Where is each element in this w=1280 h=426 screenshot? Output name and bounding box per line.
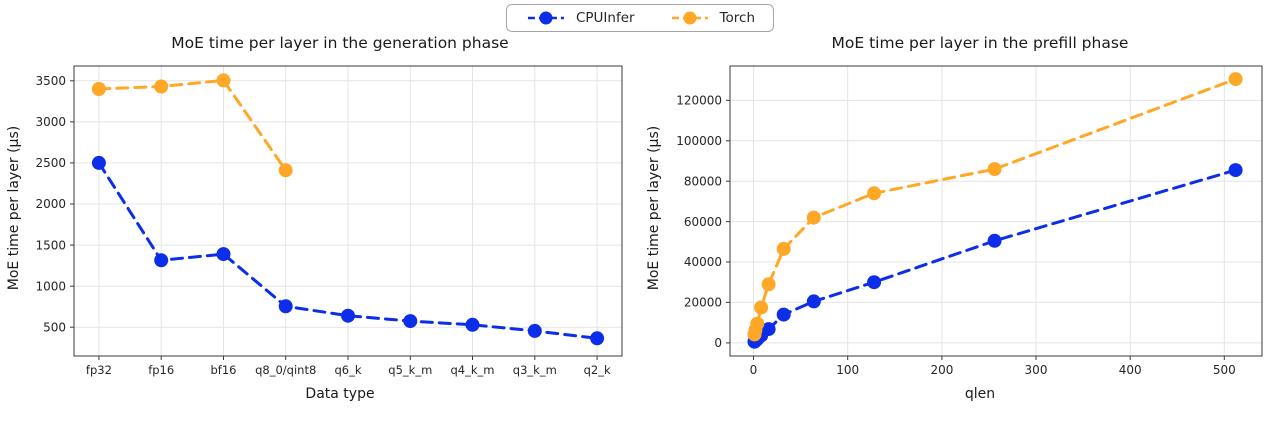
charts-row: MoE time per layer in the generation pha… [0,30,1280,410]
generation-chart-body: MoE time per layer (µs) fp32 fp16 bf16 q8_0… [0,56,640,386]
legend-item-torch: Torch [669,10,755,26]
svg-text:200: 200 [930,363,953,377]
svg-text:500: 500 [1213,363,1236,377]
prefill-phase-plot: 0 100 200 300 400 500 0 20000 40000 60000 80000 100… [676,65,1263,377]
svg-text:40000: 40000 [684,255,722,269]
svg-text:bf16: bf16 [211,363,237,377]
generation-y-axis-label: MoE time per layer (µs) [6,125,22,291]
prefill-x-axis-label: qlen [964,386,996,402]
prefill-chart-title: MoE time per layer in the prefill phase [831,34,1129,52]
svg-text:3000: 3000 [35,115,66,129]
svg-text:q5_k_m: q5_k_m [388,363,432,377]
svg-text:80000: 80000 [684,174,722,188]
prefill-y-axis-label: MoE time per layer (µs) [646,125,662,291]
legend-marker-icon [671,11,708,25]
prefill-phase-chart: MoE time per layer in the prefill phase … [640,30,1280,410]
svg-text:100000: 100000 [676,134,722,148]
svg-text:100: 100 [836,363,859,377]
svg-text:1500: 1500 [35,238,66,252]
svg-text:2000: 2000 [35,197,66,211]
legend-label: CPUInfer [575,10,635,26]
legend-marker-icon [527,11,564,25]
svg-text:60000: 60000 [684,215,722,229]
legend: CPUInfer Torch [505,4,775,32]
legend-item-cpuinfer: CPUInfer [525,10,635,26]
svg-text:20000: 20000 [684,296,722,310]
prefill-chart-body: MoE time per layer (µs) 0 100 200 300 400 500… [640,56,1280,386]
generation-phase-plot: fp32 fp16 bf16 q8_0/qint8 q6_k q5_k_m q4_k_m q3… [35,65,623,377]
svg-text:fp32: fp32 [86,363,112,377]
svg-text:q6_k: q6_k [334,363,361,377]
svg-text:300: 300 [1025,363,1048,377]
svg-text:q4_k_m: q4_k_m [451,363,495,377]
legend-label: Torch [719,10,756,26]
svg-text:500: 500 [43,320,66,334]
generation-x-axis-label: Data type [305,386,375,402]
svg-text:1000: 1000 [35,279,66,293]
svg-text:0: 0 [714,336,722,350]
svg-text:0: 0 [750,363,758,377]
svg-text:3500: 3500 [35,74,66,88]
generation-chart-title: MoE time per layer in the generation pha… [171,34,509,52]
svg-text:q2_k: q2_k [584,363,611,377]
svg-text:q8_0/qint8: q8_0/qint8 [255,363,316,377]
svg-text:120000: 120000 [676,94,722,108]
svg-text:2500: 2500 [35,156,66,170]
generation-phase-chart: MoE time per layer in the generation pha… [0,30,640,410]
svg-text:400: 400 [1119,363,1142,377]
svg-text:q3_k_m: q3_k_m [513,363,557,377]
svg-text:fp16: fp16 [148,363,174,377]
